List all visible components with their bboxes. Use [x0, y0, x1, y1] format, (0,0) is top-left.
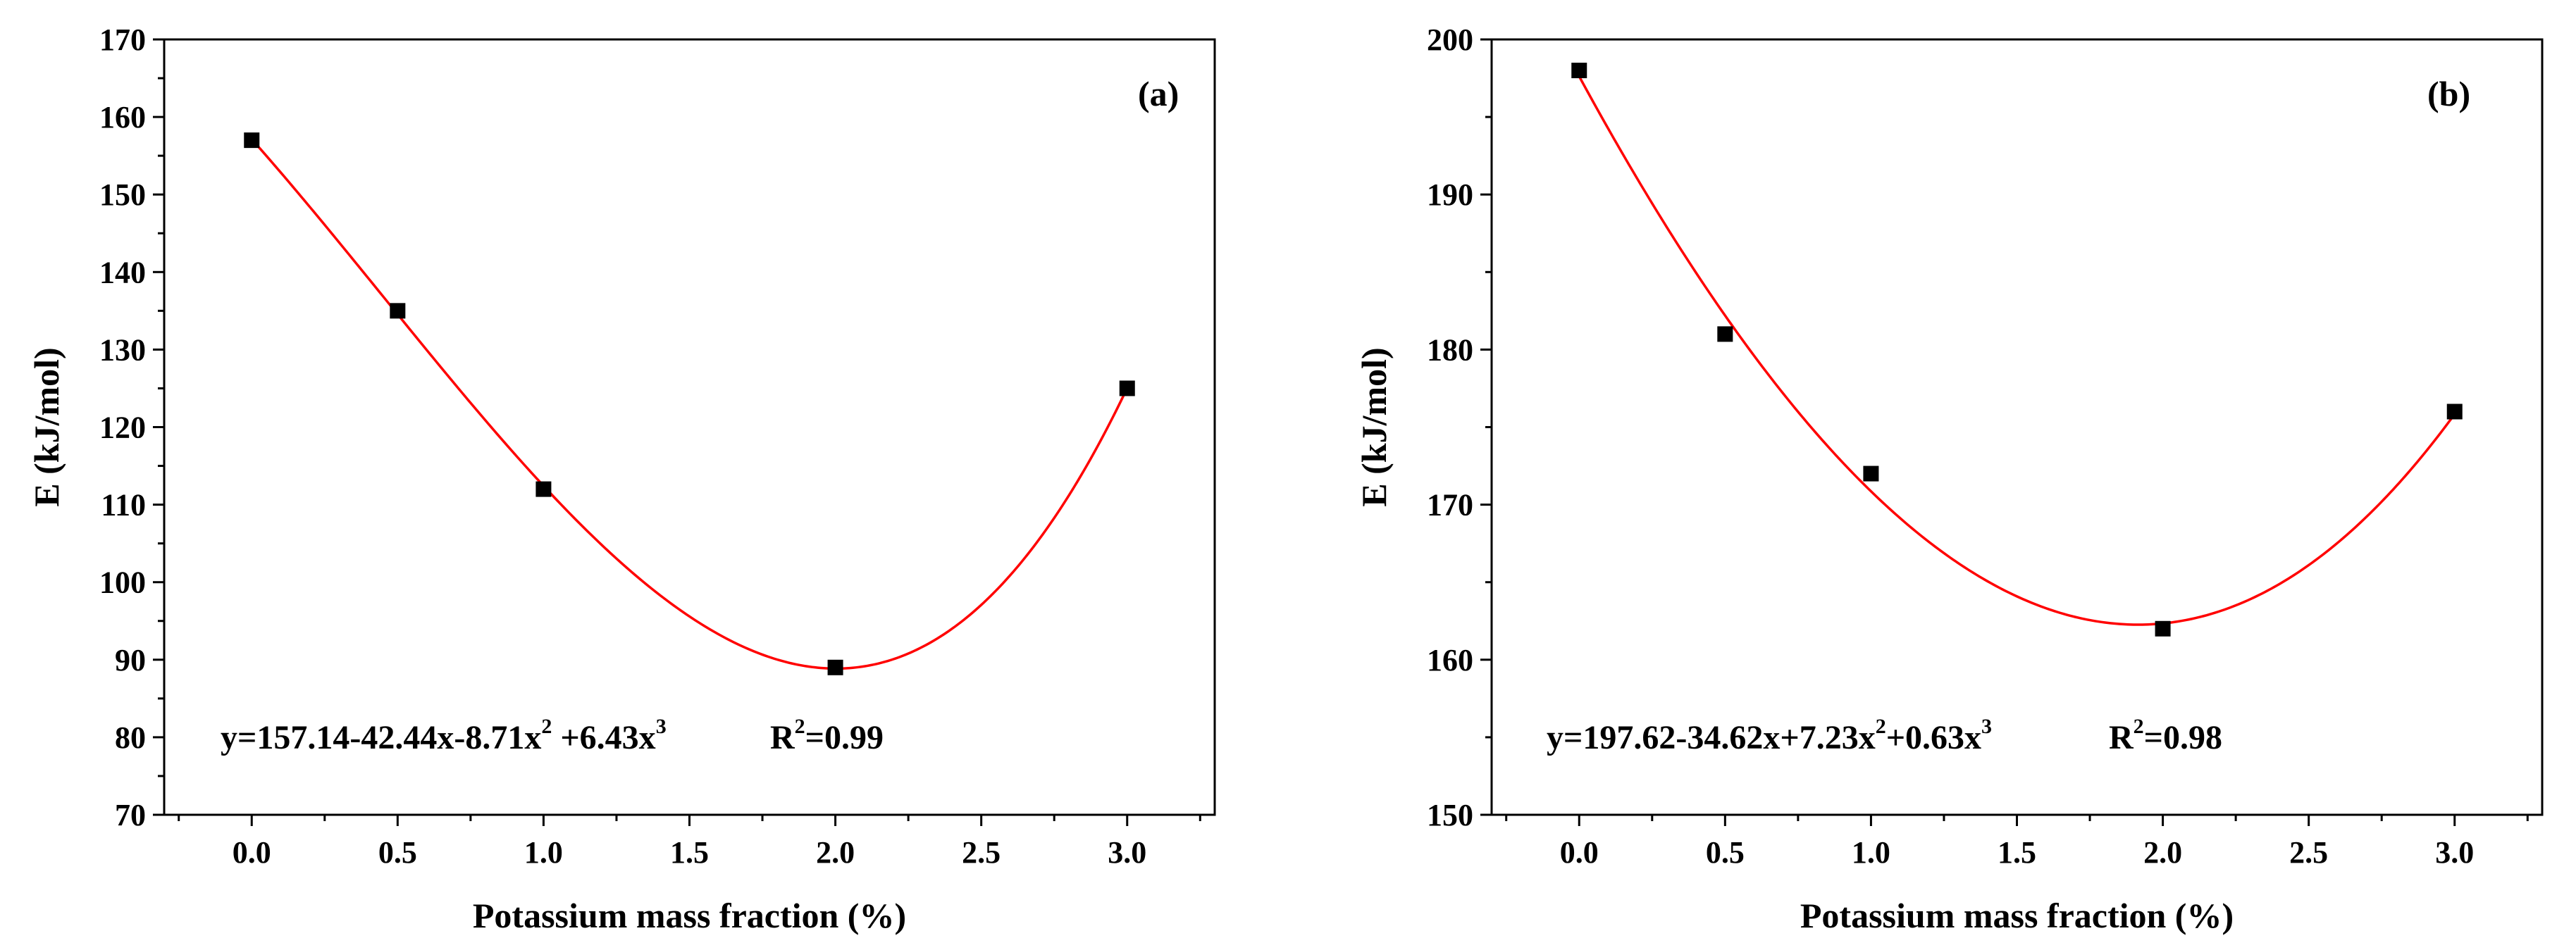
y-tick-label: 90 [115, 643, 146, 677]
panel-label-b: (b) [2427, 74, 2470, 113]
fit-equation-b: y=197.62-34.62x+7.23x2+0.63x3 [1547, 715, 1992, 756]
r-prefix: R [2109, 719, 2134, 756]
axes-group: 0.0 0.5 1.0 1.5 2.0 2.5 3.0 70 80 90 100 110 120 130 1… [99, 23, 1216, 870]
y-tick-label: 140 [99, 255, 146, 289]
data-point [2446, 404, 2463, 420]
y-tick-label: 170 [99, 23, 146, 57]
fit-curve [250, 138, 1129, 670]
fit-curve-group [1578, 75, 2456, 626]
r-squared-a: R2=0.99 [770, 715, 884, 756]
eq-mid: +0.63x [1886, 719, 1981, 756]
y-tick-label: 160 [99, 100, 146, 135]
eq-sup-2: 3 [1981, 715, 1992, 738]
eq-sup-2: 3 [656, 715, 667, 738]
x-tick-label: 0.0 [233, 835, 271, 870]
r-squared-b: R2=0.98 [2109, 715, 2222, 756]
y-tick-label: 200 [1427, 23, 1473, 57]
x-tick-label: 1.0 [1852, 835, 1890, 870]
eq-mid: +6.43x [552, 719, 655, 756]
x-tick-label: 2.0 [2143, 835, 2182, 870]
panel-b: 0.0 0.5 1.0 1.5 2.0 2.5 3.0150160170180190200 … [1354, 23, 2544, 935]
y-axis-title-a: E (kJ/mol) [27, 347, 66, 506]
eq-main: y=157.14-42.44x-8.71x [221, 719, 541, 756]
r-value: =0.98 [2144, 719, 2222, 756]
y-tick-label: 150 [99, 177, 146, 212]
plot-frame [163, 38, 1216, 816]
panel-label-a: (a) [1138, 74, 1179, 113]
data-points-group [1571, 63, 2463, 637]
y-tick-label: 190 [1427, 177, 1473, 212]
data-point [1119, 380, 1135, 396]
x-tick-label: 0.5 [378, 835, 417, 870]
data-point [1571, 63, 1587, 79]
y-tick-label: 80 [115, 720, 146, 755]
data-point [390, 303, 406, 319]
data-point [1863, 465, 1879, 482]
data-point [2155, 620, 2171, 637]
x-tick-label: 1.5 [670, 835, 709, 870]
x-axis-title-b: Potassium mass fraction (%) [1800, 896, 2234, 935]
y-tick-label: 120 [99, 411, 146, 445]
x-tick-label: 2.5 [2289, 835, 2328, 870]
x-tick-label: 0.0 [1560, 835, 1599, 870]
y-tick-label: 70 [115, 798, 146, 832]
x-axis-title-a: Potassium mass fraction (%) [473, 896, 906, 935]
x-tick-label: 3.0 [1108, 835, 1146, 870]
data-point [827, 659, 843, 675]
data-point [535, 481, 552, 497]
plot-frame [1490, 38, 2544, 816]
y-tick-label: 100 [99, 565, 146, 600]
r-value: =0.99 [805, 719, 884, 756]
data-point [1717, 326, 1733, 342]
r-sup: 2 [2134, 715, 2144, 738]
x-tick-label: 1.0 [524, 835, 563, 870]
x-tick-label: 0.5 [1706, 835, 1745, 870]
eq-main: y=197.62-34.62x+7.23x [1547, 719, 1876, 756]
y-tick-label: 110 [101, 488, 146, 523]
y-axis-title-b: E (kJ/mol) [1354, 347, 1394, 506]
eq-sup-1: 2 [541, 715, 552, 738]
y-tick-label: 170 [1427, 488, 1473, 523]
x-tick-label: 1.5 [1998, 835, 2036, 870]
y-tick-label: 130 [99, 332, 146, 367]
data-point [244, 132, 260, 149]
r-sup: 2 [795, 715, 805, 738]
axes-group: 0.0 0.5 1.0 1.5 2.0 2.5 3.0 150 160 170 180 190 200 [1427, 23, 2544, 870]
y-tick-label: 180 [1427, 332, 1473, 367]
fit-curve [1578, 75, 2456, 626]
x-tick-label: 2.5 [962, 835, 1001, 870]
x-tick-label: 2.0 [816, 835, 855, 870]
fit-equation-a: y=157.14-42.44x-8.71x2 +6.43x3 [221, 715, 667, 756]
y-tick-label: 150 [1427, 798, 1473, 832]
x-tick-label: 3.0 [2435, 835, 2474, 870]
y-tick-label: 160 [1427, 643, 1473, 677]
fit-curve-group [250, 138, 1129, 670]
r-prefix: R [770, 719, 795, 756]
data-points-group [244, 132, 1135, 675]
eq-sup-1: 2 [1876, 715, 1886, 738]
panel-a: 0.0 0.5 1.0 1.5 2.0 2.5 3.0 70 80 90 100 110 120 130 1… [27, 23, 1216, 935]
